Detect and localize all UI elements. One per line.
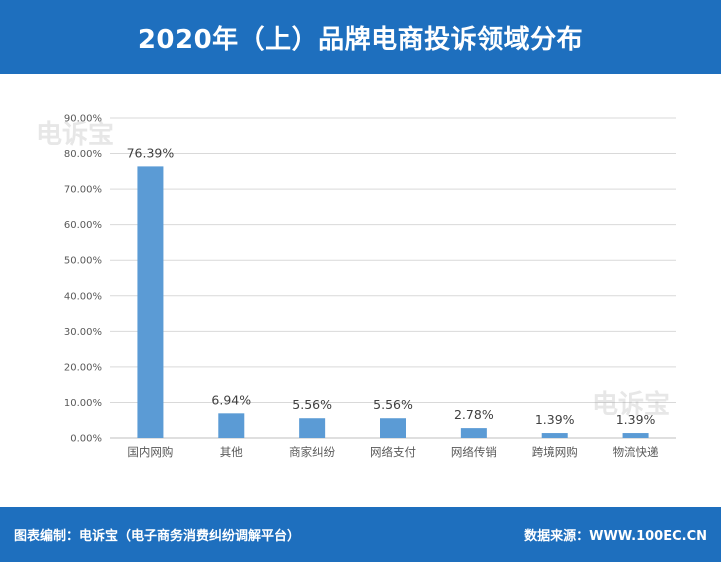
y-tick-label: 50.00% (64, 256, 102, 267)
x-tick-label: 网络支付 (370, 445, 416, 459)
title-banner: 2020年（上）品牌电商投诉领域分布 (0, 0, 721, 74)
watermark-logo: 电诉宝 (592, 390, 671, 420)
data-label: 1.39% (616, 412, 656, 427)
bar (460, 428, 487, 438)
chart-area: 电诉宝 电诉宝 0.00% 10.00% 20.00% 30.00% 40.00% 50.… (0, 74, 721, 507)
x-tick-label: 跨境网购 (532, 445, 578, 459)
chart-title: 2020年（上）品牌电商投诉领域分布 (137, 24, 584, 55)
x-tick-label: 商家纠纷 (289, 445, 335, 459)
y-tick-label: 70.00% (64, 185, 102, 196)
data-label: 2.78% (454, 407, 494, 422)
footer-source: 数据来源：WWW.100EC.CN (524, 529, 707, 544)
bar (622, 433, 649, 438)
x-tick-label: 网络传销 (451, 445, 497, 459)
bar (218, 413, 245, 438)
bar (137, 166, 164, 438)
bar-chart: 0.00% 10.00% 20.00% 30.00% 40.00% 50.00% 60.00… (64, 114, 676, 459)
y-tick-label: 30.00% (64, 327, 102, 338)
bar (299, 418, 326, 438)
y-tick-label: 60.00% (64, 220, 102, 231)
y-tick-label: 40.00% (64, 291, 102, 302)
x-tick-label: 物流快递 (613, 445, 659, 459)
y-tick-label: 80.00% (64, 149, 102, 160)
bar (541, 433, 568, 438)
y-tick-label: 10.00% (64, 398, 102, 409)
footer-credit: 图表编制：电诉宝（电子商务消费纠纷调解平台） (14, 529, 301, 544)
data-label: 6.94% (211, 392, 251, 407)
x-tick-label: 国内网购 (127, 445, 173, 459)
y-tick-label: 90.00% (64, 114, 102, 125)
data-label: 5.56% (292, 397, 332, 412)
x-tick-label: 其他 (220, 445, 243, 459)
watermark-logo: 电诉宝 (36, 120, 115, 150)
y-tick-label: 20.00% (64, 362, 102, 373)
data-label: 76.39% (127, 145, 175, 160)
footer-banner: 图表编制：电诉宝（电子商务消费纠纷调解平台） 数据来源：WWW.100EC.CN (0, 507, 721, 562)
data-label: 5.56% (373, 397, 413, 412)
data-label: 1.39% (535, 412, 575, 427)
bar (380, 418, 406, 438)
y-tick-label: 0.00% (70, 434, 102, 445)
